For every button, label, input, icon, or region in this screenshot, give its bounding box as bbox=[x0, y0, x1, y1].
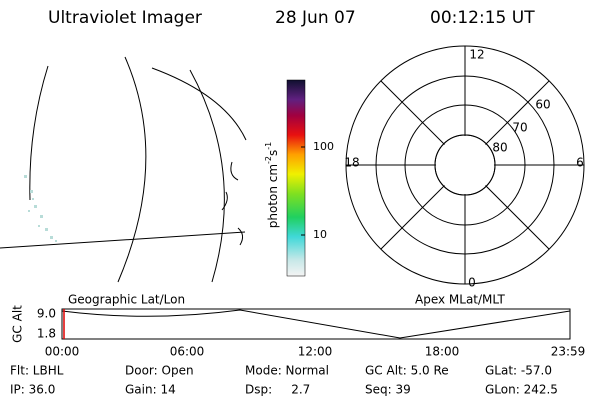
lat-label: 60 bbox=[535, 98, 550, 112]
title: Ultraviolet Imager bbox=[48, 8, 202, 28]
time: 00:12:15 UT bbox=[430, 8, 535, 28]
colorbar-label: photon cm-2s-1 bbox=[264, 142, 280, 229]
map-grid bbox=[29, 65, 49, 201]
info-field: Mode: Normal bbox=[245, 364, 329, 378]
axis-label: GC Alt bbox=[11, 305, 25, 343]
mlt-label: 12 bbox=[469, 48, 484, 62]
info-panel: Flt: LBHL Door: Open Mode: Normal GC Alt: 5… bbox=[10, 364, 558, 397]
mlt-label: 6 bbox=[576, 156, 584, 170]
time-label: 23:59 bbox=[551, 345, 586, 359]
time-label: 12:00 bbox=[298, 345, 333, 359]
lat-label: 80 bbox=[492, 141, 507, 155]
timeline-title: Geographic Lat/Lon bbox=[68, 293, 185, 307]
info-field: Seq: 39 bbox=[365, 383, 411, 397]
altitude-curve bbox=[61, 309, 571, 339]
coastline bbox=[221, 161, 244, 246]
timeline-title: Apex MLat/MLT bbox=[415, 293, 505, 307]
info-field: GC Alt: 5.0 Re bbox=[365, 364, 449, 378]
mlt-label: 18 bbox=[344, 156, 359, 170]
lat-label: 70 bbox=[512, 121, 527, 135]
info-field: Door: Open bbox=[125, 364, 194, 378]
pole-cap bbox=[436, 136, 494, 194]
unit: photon cm bbox=[266, 164, 280, 228]
polar-plot bbox=[345, 45, 585, 285]
map-grid bbox=[117, 56, 147, 283]
info-field: GLon: 242.5 bbox=[485, 383, 558, 397]
info-field: Flt: LBHL bbox=[10, 364, 64, 378]
info-field: Gain: 14 bbox=[125, 383, 176, 397]
time-label: 06:00 bbox=[170, 345, 205, 359]
unit-exp: -1 bbox=[264, 142, 273, 150]
time-label: 18:00 bbox=[425, 345, 460, 359]
y-label: 1.8 bbox=[37, 327, 56, 341]
map-grid bbox=[0, 231, 246, 249]
map-grid bbox=[189, 69, 225, 283]
unit-exp: -2 bbox=[264, 156, 273, 164]
mlt-label: 0 bbox=[468, 276, 476, 290]
timeline-frame bbox=[61, 308, 571, 340]
colorbar-tick-label: 10 bbox=[313, 228, 327, 241]
aurora-pixels bbox=[24, 175, 57, 242]
colorbar-tick-label: 100 bbox=[313, 140, 334, 153]
unit: s bbox=[266, 150, 280, 156]
lat-circle bbox=[434, 134, 496, 196]
info-field: IP: 36.0 bbox=[10, 383, 55, 397]
info-field: GLat: -57.0 bbox=[485, 364, 552, 378]
y-label: 9.0 bbox=[37, 307, 56, 321]
date: 28 Jun 07 bbox=[275, 8, 356, 28]
info-field: Dsp: 2.7 bbox=[245, 383, 310, 397]
map bbox=[0, 56, 247, 283]
time-label: 00:00 bbox=[45, 345, 80, 359]
colorbar bbox=[286, 79, 306, 277]
map-grid bbox=[151, 67, 247, 141]
